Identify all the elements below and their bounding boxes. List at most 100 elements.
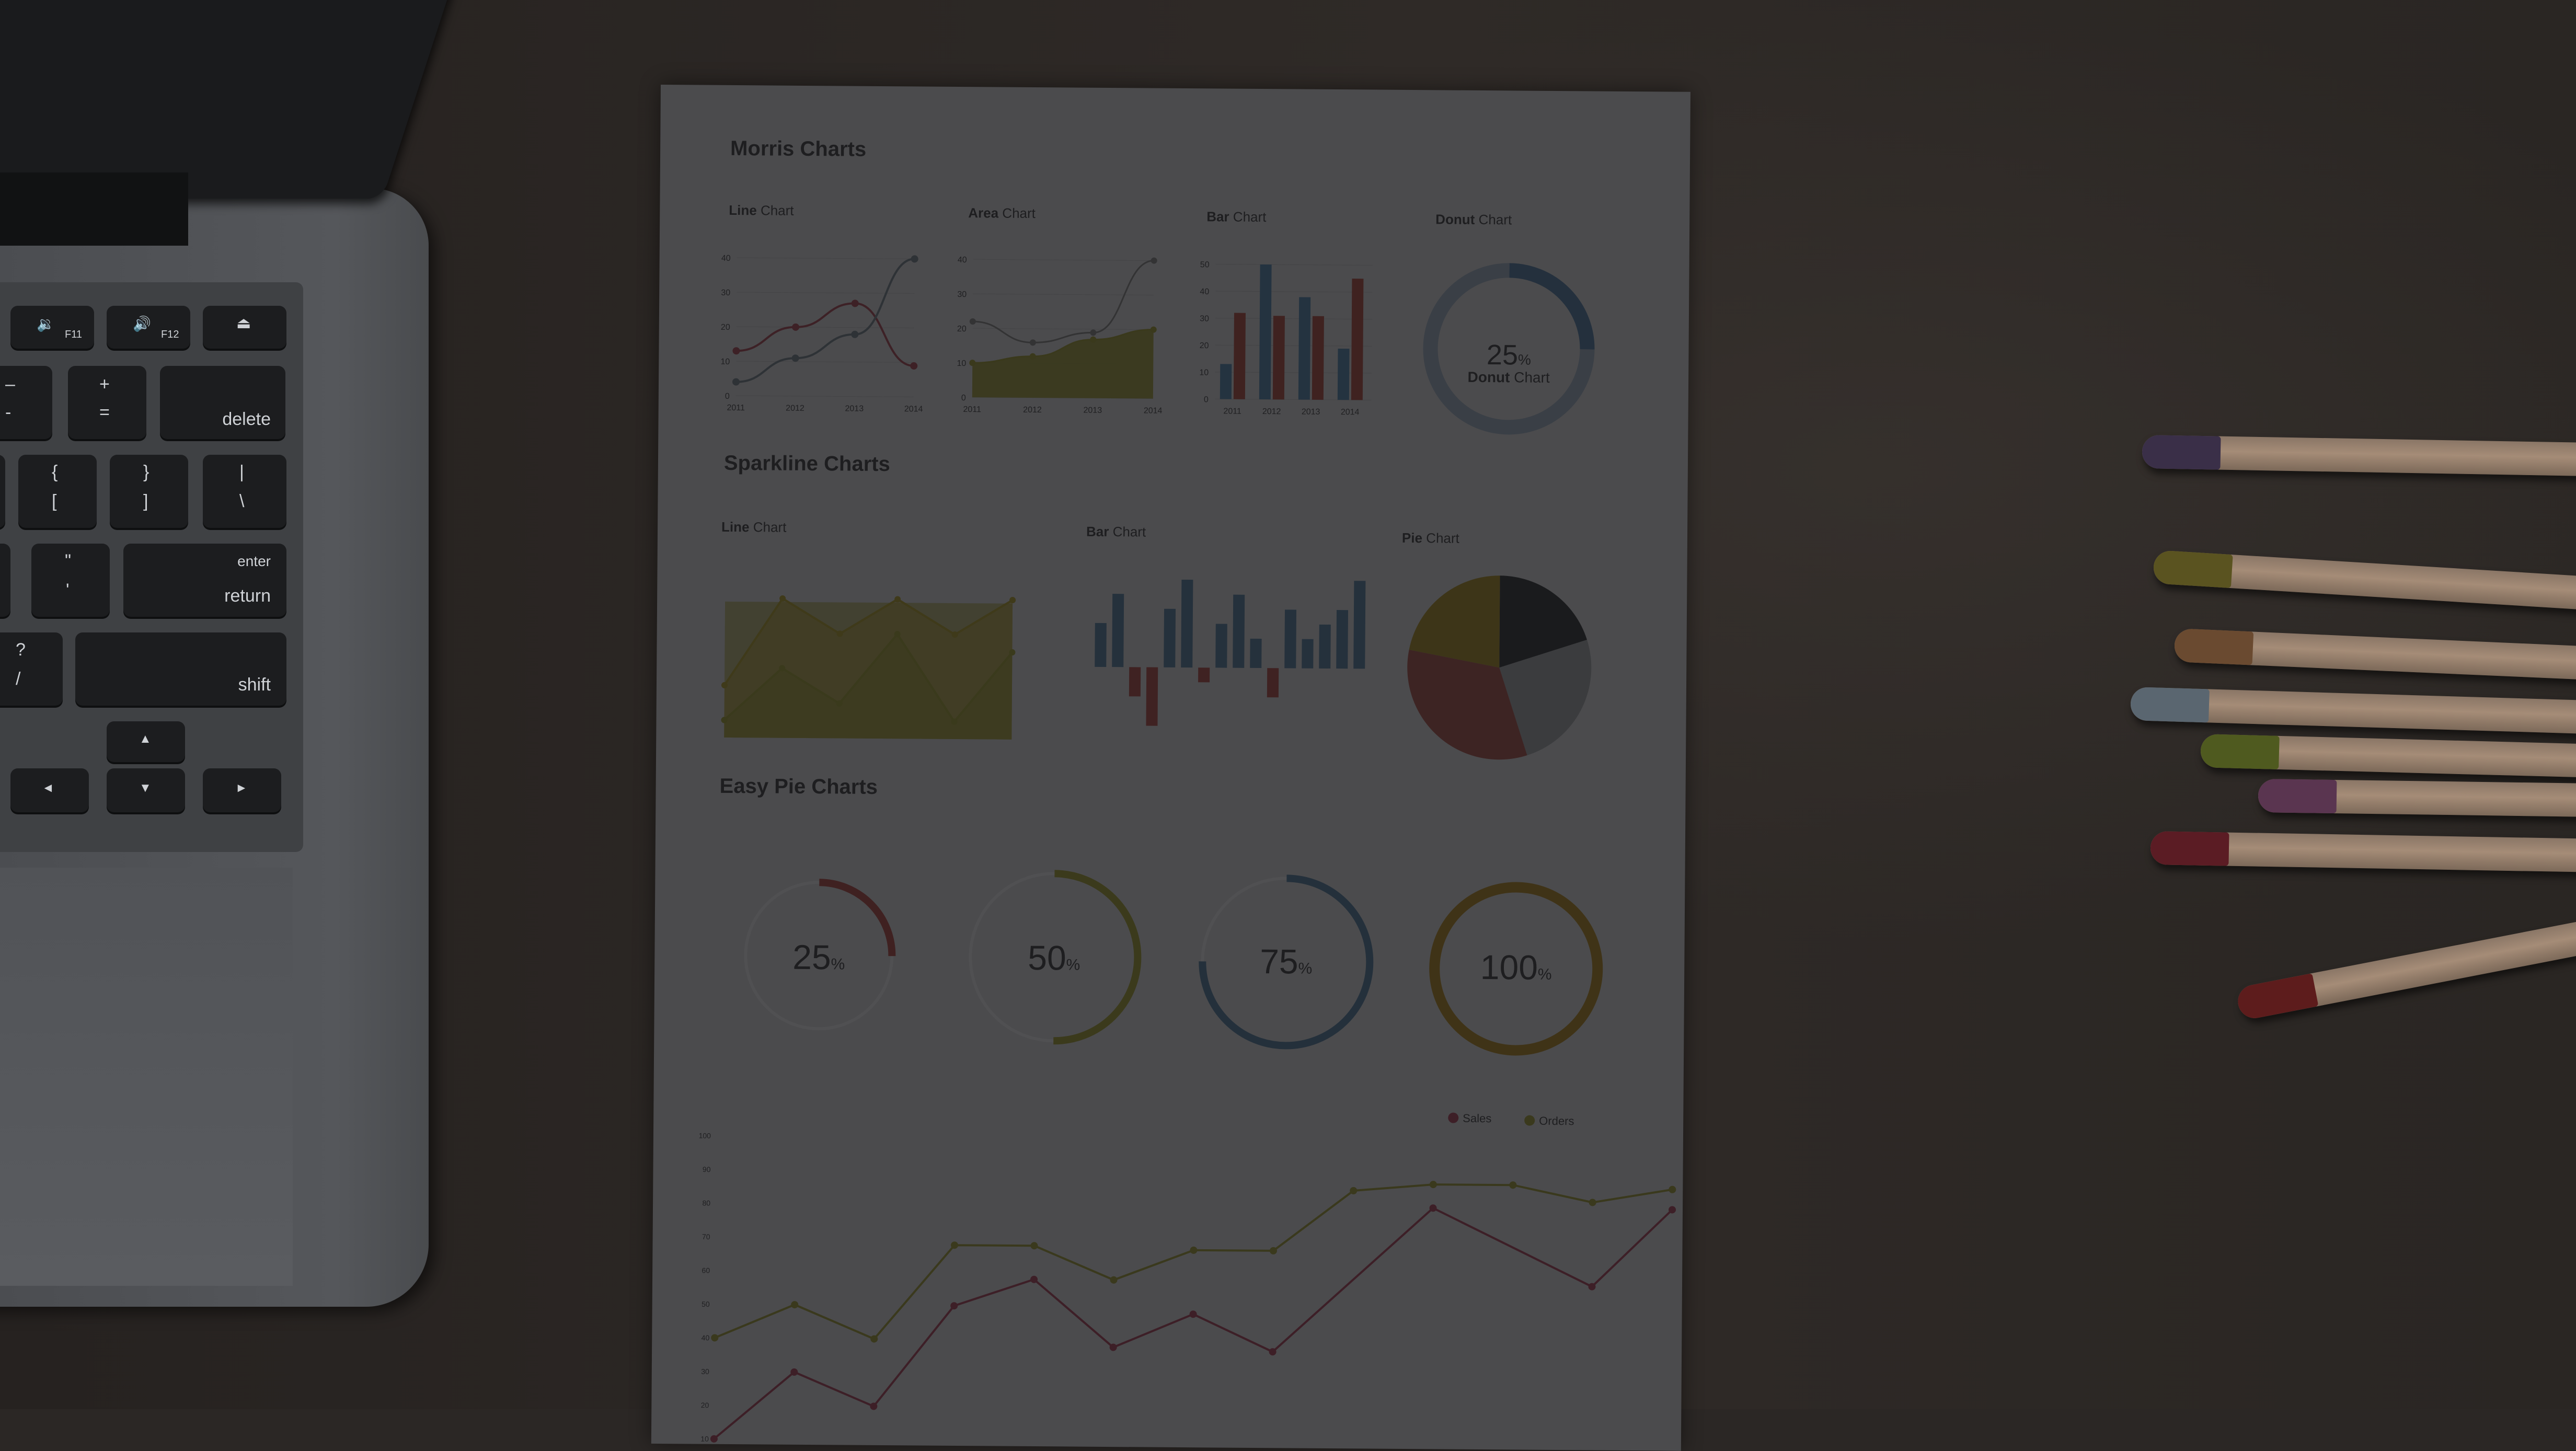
sales-chart-point-orders xyxy=(1030,1242,1038,1250)
sparkline-bar-5 xyxy=(1181,579,1193,668)
key-semicolon xyxy=(0,544,10,617)
sales-chart-point-sales xyxy=(1429,1204,1437,1212)
sparkline-line-point xyxy=(836,700,843,707)
key-enter-label: enter xyxy=(237,553,271,569)
easy-pie-75-value: 75% xyxy=(1260,942,1313,981)
pencil-cap xyxy=(2258,779,2337,814)
sparkline-bar-8 xyxy=(1233,594,1245,668)
sales-chart-ytick: 60 xyxy=(702,1266,710,1274)
morris-area-gridline xyxy=(973,293,1154,296)
caption-sparkline-line: Line Chart xyxy=(721,519,787,535)
morris-line-point xyxy=(791,354,799,362)
sales-chart-point-orders xyxy=(951,1241,959,1249)
morris-line-gridline xyxy=(736,361,914,363)
key-backslash-label: \ xyxy=(239,491,245,511)
chart-sheet-svg: Morris Charts Sparkline Charts Easy Pie … xyxy=(699,137,1676,1443)
morris-area-xtick: 2014 xyxy=(1144,406,1163,415)
sparkline-bar-12 xyxy=(1302,639,1314,669)
donut-center-label: Donut Chart xyxy=(1467,369,1550,386)
sales-chart-point-sales xyxy=(870,1402,878,1410)
morris-bar-2013-B xyxy=(1312,316,1324,400)
sparkline-line-point xyxy=(894,596,901,603)
sales-chart-point-orders xyxy=(1589,1199,1596,1206)
key-equals: + = xyxy=(68,366,146,439)
caption-morris-donut: Donut Chart xyxy=(1435,211,1512,227)
sparkline-line-point xyxy=(779,665,786,672)
volume-down-icon: 🔉 xyxy=(37,316,55,332)
morris-area-ytick: 20 xyxy=(957,325,967,333)
morris-area-xtick: 2013 xyxy=(1083,406,1102,415)
keyboard: 🔉 F11 🔊 F12 ⏏ – - + = delete { [ } xyxy=(0,282,303,852)
morris-area-ytick: 40 xyxy=(958,256,967,264)
sales-chart-point-orders xyxy=(870,1335,878,1343)
key-brace-close: } xyxy=(143,462,150,482)
sales-chart-point-orders xyxy=(1429,1181,1437,1189)
key-plus-top: + xyxy=(99,374,110,394)
charts-layer: 0 10 20 30 40 2011 2012 2013 2014 0 10 20 30 40 2011 20… xyxy=(699,254,1676,1443)
morris-line-ytick: 30 xyxy=(721,289,730,297)
key-quote: " ' xyxy=(31,544,110,617)
sales-chart-point-sales xyxy=(1030,1275,1038,1283)
sales-chart-ytick: 50 xyxy=(702,1300,710,1308)
key-brace-open: { xyxy=(52,462,58,482)
sparkline-bar-9 xyxy=(1250,638,1262,669)
key-quote-top: " xyxy=(65,551,72,571)
key-p xyxy=(0,455,5,528)
sparkline-pie-slice-1 xyxy=(1499,640,1592,755)
sparkline-line-point xyxy=(721,717,728,723)
morris-bar-xtick: 2012 xyxy=(1262,407,1281,416)
key-eject: ⏏ xyxy=(203,306,286,349)
laptop-hinge xyxy=(0,172,188,246)
morris-line-series-1 xyxy=(736,258,915,383)
morris-line-gridline xyxy=(735,395,914,397)
key-backslash: | \ xyxy=(203,455,286,528)
morris-bar-2013-A xyxy=(1298,297,1311,400)
morris-area-ytick: 10 xyxy=(957,359,966,368)
key-delete-label: delete xyxy=(222,409,271,429)
morris-bar-xtick: 2011 xyxy=(1223,407,1241,416)
morris-line-ytick: 10 xyxy=(720,358,730,366)
morris-line-ytick: 20 xyxy=(721,323,730,332)
morris-bar-gridline xyxy=(1215,291,1373,293)
sparkline-line-point xyxy=(721,682,728,688)
key-arrow-down: ▼ xyxy=(107,768,185,812)
caption-morris-bar: Bar Chart xyxy=(1206,209,1267,225)
sparkline-pie-slice-0 xyxy=(1499,575,1588,668)
sparkline-line-point xyxy=(951,631,958,638)
sales-chart-ytick: 100 xyxy=(699,1132,711,1140)
key-f12: 🔊 F12 xyxy=(107,306,190,349)
morris-bar-ytick: 0 xyxy=(1204,395,1209,404)
caption-morris-area: Area Chart xyxy=(968,205,1036,221)
easy-pie-arc-100 xyxy=(1429,882,1603,1056)
sparkline-pie-slice-2 xyxy=(1407,650,1527,760)
arrow-up-icon: ▲ xyxy=(139,732,152,746)
key-bracket-close: } ] xyxy=(110,455,188,528)
caption-morris-line: Line Chart xyxy=(729,202,794,218)
morris-line-point xyxy=(851,300,859,307)
morris-line-xtick: 2011 xyxy=(727,404,745,412)
morris-area-xtick: 2012 xyxy=(1023,406,1042,414)
sparkline-bar-10 xyxy=(1267,668,1279,698)
morris-line-ytick: 40 xyxy=(721,254,731,263)
morris-area-point xyxy=(1151,257,1157,264)
sales-chart-point-orders xyxy=(1190,1246,1198,1254)
sparkline-bar-6 xyxy=(1198,667,1210,683)
sparkline-pie-slice-3 xyxy=(1409,575,1500,668)
sparkline-bar-4 xyxy=(1164,608,1176,667)
key-delete: delete xyxy=(160,366,285,439)
sales-chart-point-sales xyxy=(1588,1283,1596,1291)
sparkline-line-point xyxy=(894,631,901,638)
morris-line-point xyxy=(910,362,918,370)
sales-chart-point-sales xyxy=(1189,1310,1197,1318)
morris-area-xtick: 2011 xyxy=(963,405,981,414)
sales-chart-point-orders xyxy=(1269,1247,1277,1254)
morris-area-ytick: 0 xyxy=(961,394,966,402)
laptop-screen xyxy=(0,0,454,199)
morris-line-gridline xyxy=(737,257,915,259)
sales-chart-point-orders xyxy=(791,1301,799,1309)
morris-bar-2011-B xyxy=(1233,313,1246,399)
easy-pie-25-value: 25% xyxy=(792,938,845,977)
morris-bar-ytick: 30 xyxy=(1200,314,1209,323)
key-bracket-open-label: [ xyxy=(52,491,57,511)
sparkline-line-point xyxy=(1009,649,1016,656)
